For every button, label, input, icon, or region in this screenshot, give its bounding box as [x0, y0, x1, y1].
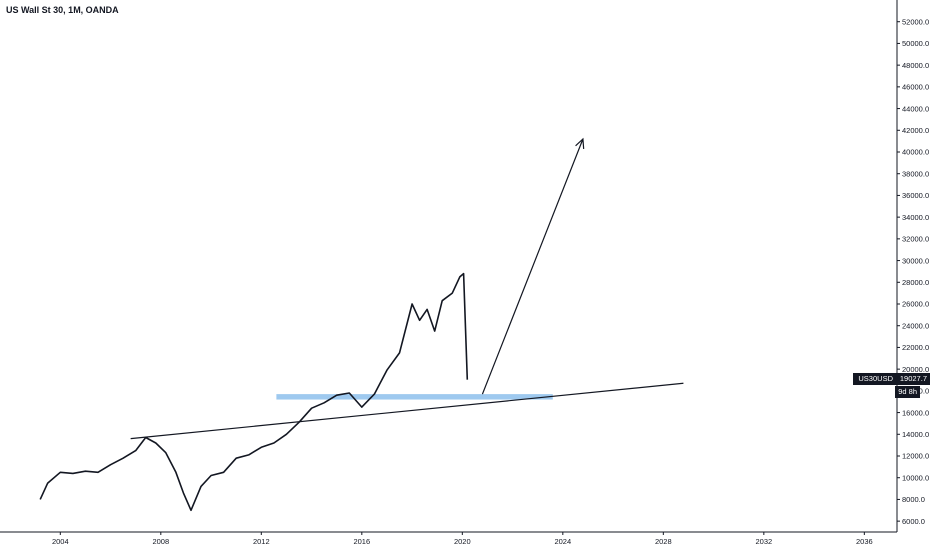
y-tick-label: 20000.0: [902, 365, 929, 374]
y-tick-label: 22000.0: [902, 343, 929, 352]
y-tick-label: 38000.0: [902, 169, 929, 178]
y-tick-label: 34000.0: [902, 213, 929, 222]
bar-countdown-tag: 9d 8h: [895, 386, 920, 398]
x-tick-label: 2016: [353, 537, 370, 546]
support-zone: [276, 394, 553, 400]
x-tick-label: 2004: [52, 537, 69, 546]
y-tick-label: 10000.0: [902, 473, 929, 482]
y-tick-label: 16000.0: [902, 408, 929, 417]
last-price-tag: 19027.7: [896, 373, 930, 385]
y-tick-label: 14000.0: [902, 430, 929, 439]
chart-marks: [39, 137, 684, 512]
y-tick-label: 36000.0: [902, 191, 929, 200]
chart-title: US Wall St 30, 1M, OANDA: [6, 5, 119, 15]
y-tick-label: 32000.0: [902, 235, 929, 244]
x-tick-label: 2032: [755, 537, 772, 546]
x-tick-label: 2024: [554, 537, 571, 546]
y-tick-label: 26000.0: [902, 300, 929, 309]
y-tick-label: 28000.0: [902, 278, 929, 287]
y-tick-label: 50000.0: [902, 39, 929, 48]
y-tick-label: 30000.0: [902, 256, 929, 265]
x-tick-label: 2012: [253, 537, 270, 546]
y-tick-label: 6000.0: [902, 517, 925, 526]
x-tick-label: 2008: [152, 537, 169, 546]
y-tick-label: 46000.0: [902, 83, 929, 92]
y-tick-label: 48000.0: [902, 61, 929, 70]
y-tick-label: 40000.0: [902, 148, 929, 157]
x-tick-label: 2028: [655, 537, 672, 546]
y-tick-label: 12000.0: [902, 452, 929, 461]
x-tick-label: 2020: [454, 537, 471, 546]
projection-arrow-head: [575, 137, 585, 149]
trendline: [130, 382, 684, 440]
y-tick-label: 44000.0: [902, 104, 929, 113]
y-tick-label: 52000.0: [902, 17, 929, 26]
y-tick-label: 8000.0: [902, 495, 925, 504]
projection-arrow-shaft: [481, 138, 584, 395]
y-tick-label: 24000.0: [902, 321, 929, 330]
price-series-line: [39, 272, 469, 512]
symbol-tag: US30USD: [853, 373, 898, 385]
x-tick-label: 2036: [856, 537, 873, 546]
y-tick-label: 42000.0: [902, 126, 929, 135]
